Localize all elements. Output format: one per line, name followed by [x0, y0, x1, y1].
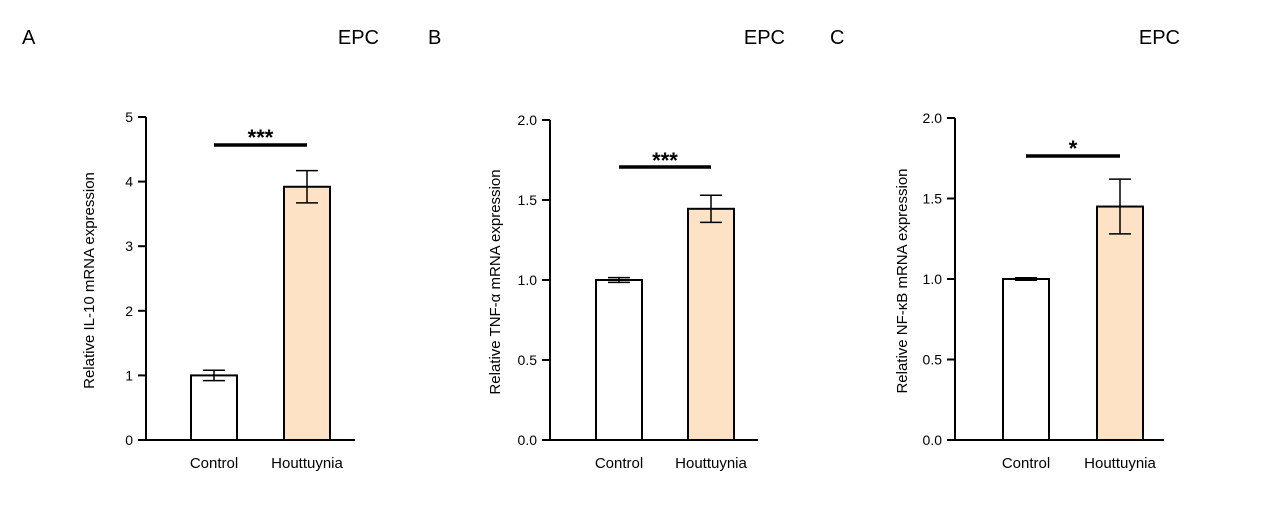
bar-houttuynia	[687, 207, 735, 441]
chart-panel-a: A EPC 0 1 2 3 4 5 Relative IL-10 mRNA expression…	[22, 27, 379, 472]
significance-stars: ***	[248, 125, 274, 150]
y-tick-label: 1.0	[923, 271, 943, 287]
y-axis-label: Relative NF-κB mRNA expression	[894, 168, 911, 393]
panel-label: C	[830, 27, 844, 49]
y-tick-label: 5	[125, 109, 133, 125]
y-tick-label: 2	[125, 303, 133, 319]
y-tick-label: 1	[125, 367, 133, 383]
chart-panel-b: B EPC 0.0 0.5 1.0 1.5 2.0 Relative TNF-α mRNA e…	[428, 27, 785, 472]
y-axis-label: Relative IL-10 mRNA expression	[81, 172, 98, 389]
bar-control	[595, 279, 643, 441]
panel-label: B	[428, 27, 441, 49]
chart-title: EPC	[338, 27, 379, 49]
y-tick-label: 0.5	[518, 352, 538, 368]
y-tick-label: 0.0	[923, 432, 943, 448]
y-tick-label: 0.0	[518, 432, 538, 448]
bar-control	[190, 374, 238, 441]
y-tick-label: 1.5	[923, 191, 943, 207]
bar-houttuynia	[1096, 205, 1144, 441]
chart-title: EPC	[1139, 27, 1180, 49]
y-tick-label: 1.0	[518, 272, 538, 288]
bar-control	[1002, 278, 1050, 441]
y-tick-label: 3	[125, 238, 133, 254]
y-tick-label: 2.0	[923, 110, 943, 126]
y-tick-label: 4	[125, 174, 133, 190]
y-tick-label: 2.0	[518, 112, 538, 128]
y-axis-label: Relative TNF-α mRNA expression	[487, 169, 504, 394]
x-tick-label: Houttuynia	[1084, 455, 1156, 472]
chart-title: EPC	[744, 27, 785, 49]
y-tick-label: 1.5	[518, 192, 538, 208]
x-tick-label: Control	[1002, 455, 1050, 472]
significance-stars: *	[1069, 136, 1078, 161]
x-tick-label: Houttuynia	[675, 455, 747, 472]
x-tick-label: Houttuynia	[271, 455, 343, 472]
y-tick-label: 0.5	[923, 352, 943, 368]
panel-label: A	[22, 27, 36, 49]
chart-panel-c: C EPC 0.0 0.5 1.0 1.5 2.0 Relative NF-κB mRNA e…	[830, 27, 1180, 472]
x-tick-label: Control	[190, 455, 238, 472]
x-tick-label: Control	[595, 455, 643, 472]
significance-stars: ***	[652, 148, 678, 173]
bar-houttuynia	[283, 185, 331, 441]
y-tick-label: 0	[125, 432, 133, 448]
